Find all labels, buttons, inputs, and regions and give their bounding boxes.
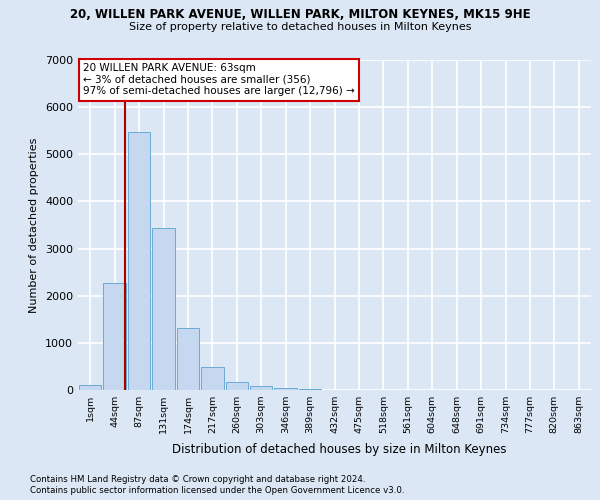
Bar: [103, 282, 126, 390]
Text: Contains HM Land Registry data © Crown copyright and database right 2024.: Contains HM Land Registry data © Crown c…: [30, 475, 365, 484]
Bar: [128, 132, 151, 390]
Bar: [79, 386, 101, 390]
Text: Size of property relative to detached houses in Milton Keynes: Size of property relative to detached ho…: [129, 22, 471, 32]
Bar: [176, 328, 199, 390]
Bar: [201, 368, 224, 390]
Bar: [274, 388, 297, 390]
Text: Distribution of detached houses by size in Milton Keynes: Distribution of detached houses by size …: [172, 442, 506, 456]
Bar: [226, 382, 248, 390]
Text: Contains public sector information licensed under the Open Government Licence v3: Contains public sector information licen…: [30, 486, 404, 495]
Bar: [299, 388, 322, 390]
Bar: [152, 228, 175, 390]
Text: 20, WILLEN PARK AVENUE, WILLEN PARK, MILTON KEYNES, MK15 9HE: 20, WILLEN PARK AVENUE, WILLEN PARK, MIL…: [70, 8, 530, 20]
Y-axis label: Number of detached properties: Number of detached properties: [29, 138, 40, 312]
Text: 20 WILLEN PARK AVENUE: 63sqm
← 3% of detached houses are smaller (356)
97% of se: 20 WILLEN PARK AVENUE: 63sqm ← 3% of det…: [83, 64, 355, 96]
Bar: [250, 386, 272, 390]
